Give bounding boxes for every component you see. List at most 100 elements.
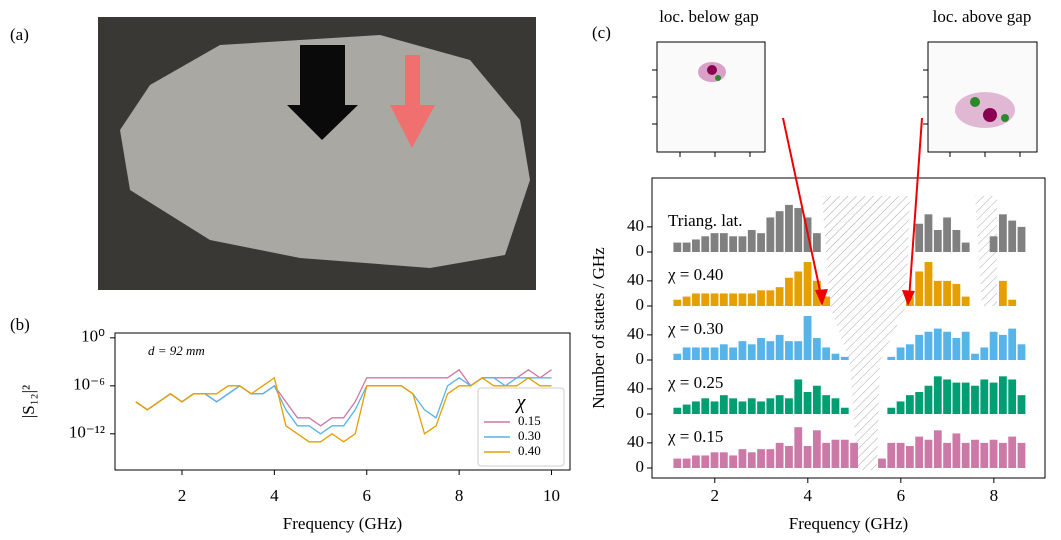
axes-frame (114, 332, 571, 471)
bar (998, 280, 1007, 306)
bar (729, 398, 738, 414)
arrow-head (815, 289, 828, 306)
legend-label: 0.40 (518, 443, 541, 458)
bar (998, 334, 1007, 360)
bar (775, 395, 784, 414)
bar (710, 233, 719, 252)
bar (980, 379, 989, 414)
bar (943, 280, 951, 306)
x-tick-label: 4 (804, 486, 813, 505)
axes-frame (651, 177, 1046, 479)
bar (896, 442, 905, 468)
row-label: χ = 0.30 (667, 319, 723, 338)
bar (924, 262, 933, 306)
y-tick-label: 40 (627, 432, 644, 451)
bar (1017, 395, 1026, 414)
x-tick-label: 2 (178, 486, 187, 505)
x-tick-label: 8 (455, 486, 464, 505)
bar (710, 293, 719, 306)
bar (794, 427, 803, 468)
inset-title: loc. above gap (933, 7, 1032, 26)
legend-box (477, 387, 565, 467)
bar (803, 446, 812, 468)
bar (822, 296, 831, 306)
y-tick-label: 40 (627, 324, 644, 343)
bar (924, 385, 933, 414)
bar (719, 395, 728, 414)
bar (971, 353, 979, 360)
bar (812, 338, 821, 360)
gap-hatch (975, 196, 997, 306)
bar (961, 296, 970, 306)
bar (952, 433, 961, 468)
bar (905, 344, 914, 360)
y-axis-label: Number of states / GHz (589, 247, 608, 409)
bar (887, 356, 896, 360)
bar (812, 430, 821, 468)
bar (952, 230, 961, 252)
bar (1017, 226, 1026, 252)
bar (701, 293, 710, 306)
bar (961, 331, 970, 360)
bar (719, 233, 728, 252)
bar (822, 347, 831, 360)
bar (943, 379, 951, 414)
bar (1017, 442, 1026, 468)
bar (757, 338, 765, 360)
bar (998, 442, 1007, 468)
bar (757, 401, 765, 414)
bar (710, 401, 719, 414)
bar (952, 338, 961, 360)
bar (840, 356, 849, 360)
bar (794, 341, 803, 360)
bar (692, 347, 700, 360)
bar (989, 331, 998, 360)
bar (896, 347, 905, 360)
bar (915, 271, 924, 306)
bar (989, 382, 998, 414)
bar (692, 401, 700, 414)
bar (915, 223, 924, 252)
y-tick-label: 0 (636, 295, 645, 314)
bar (794, 379, 803, 414)
inset (652, 41, 766, 157)
bar (766, 449, 775, 468)
bar (785, 341, 793, 360)
series-line (135, 376, 552, 443)
annotation: d = 92 mm (148, 343, 205, 358)
bar (682, 242, 691, 252)
bar (924, 439, 933, 468)
bar (710, 347, 719, 360)
bar (896, 401, 905, 414)
bar (831, 398, 840, 414)
bar (961, 242, 970, 252)
bar (905, 446, 914, 468)
bar (812, 385, 821, 414)
bar (803, 316, 812, 360)
bar (747, 230, 756, 252)
bar (738, 449, 747, 468)
bar (692, 293, 700, 306)
bar (943, 331, 951, 360)
photo (98, 17, 536, 290)
legend-label: 0.15 (518, 413, 541, 428)
bar (747, 293, 756, 306)
bar (998, 376, 1007, 414)
bar (952, 382, 961, 414)
bar (971, 439, 979, 468)
row-label: χ = 0.40 (667, 265, 723, 284)
bar (785, 446, 793, 468)
bar (738, 236, 747, 252)
bar (719, 344, 728, 360)
x-tick-label: 6 (363, 486, 372, 505)
bar (803, 262, 812, 306)
bar (766, 341, 775, 360)
arrow (782, 117, 823, 301)
plot-layer: 2 4 6 8 10 10⁰ 10⁻⁶ 10⁻¹² Frequency (GHz) |S₁₂|² d… (19, 204, 1026, 533)
bar (1017, 344, 1026, 360)
y-tick-label: 10⁻¹² (69, 423, 105, 442)
bar (840, 439, 849, 468)
bar (673, 407, 682, 414)
